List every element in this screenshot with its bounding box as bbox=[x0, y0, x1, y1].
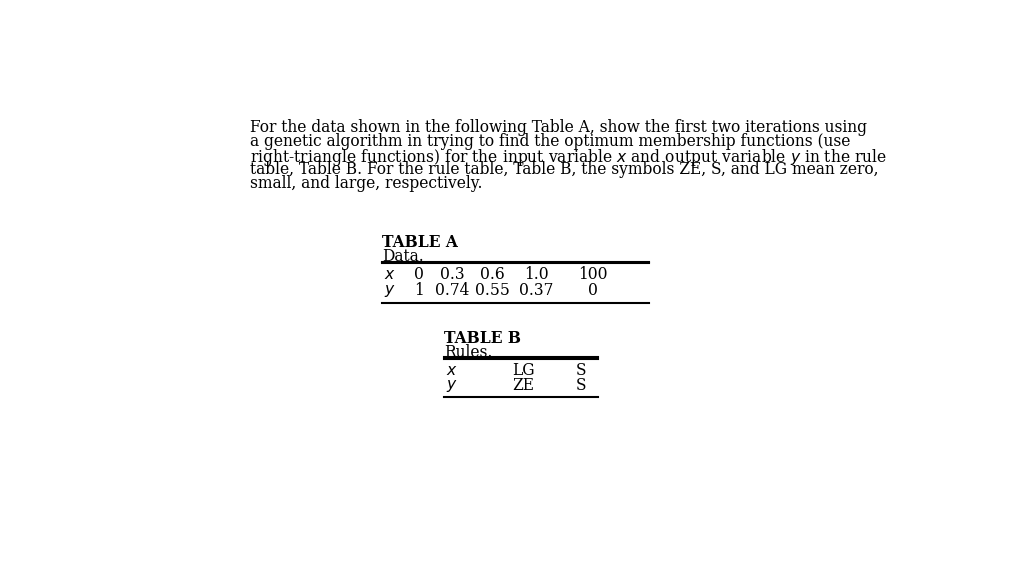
Text: TABLE B: TABLE B bbox=[444, 330, 521, 347]
Text: 1: 1 bbox=[414, 282, 424, 298]
Text: 0.6: 0.6 bbox=[480, 266, 505, 283]
Text: Rules.: Rules. bbox=[444, 344, 493, 361]
Text: For the data shown in the following Table A, show the first two iterations using: For the data shown in the following Tabl… bbox=[251, 119, 867, 136]
Text: $x$: $x$ bbox=[384, 266, 395, 283]
Text: S: S bbox=[577, 362, 587, 378]
Text: 0.55: 0.55 bbox=[475, 282, 510, 298]
Text: 0: 0 bbox=[414, 266, 424, 283]
Text: a genetic algorithm in trying to find the optimum membership functions (use: a genetic algorithm in trying to find th… bbox=[251, 133, 851, 150]
Text: 0: 0 bbox=[588, 282, 598, 298]
Text: LG: LG bbox=[512, 362, 535, 378]
Text: 100: 100 bbox=[579, 266, 608, 283]
Text: TABLE A: TABLE A bbox=[382, 234, 458, 251]
Text: table, Table B. For the rule table, Table B, the symbols ZE, S, and LG mean zero: table, Table B. For the rule table, Tabl… bbox=[251, 161, 879, 178]
Text: Data.: Data. bbox=[382, 248, 424, 265]
Text: 1.0: 1.0 bbox=[524, 266, 549, 283]
Text: small, and large, respectively.: small, and large, respectively. bbox=[251, 175, 483, 192]
Text: ZE: ZE bbox=[512, 377, 535, 394]
Text: 0.37: 0.37 bbox=[519, 282, 554, 298]
Text: $y$: $y$ bbox=[384, 282, 395, 298]
Text: right-triangle functions) for the input variable $x$ and output variable $y$ in : right-triangle functions) for the input … bbox=[251, 147, 888, 168]
Text: 0.74: 0.74 bbox=[435, 282, 469, 298]
Text: S: S bbox=[577, 377, 587, 394]
Text: 0.3: 0.3 bbox=[439, 266, 464, 283]
Text: $y$: $y$ bbox=[445, 377, 458, 394]
Text: $x$: $x$ bbox=[445, 362, 458, 378]
